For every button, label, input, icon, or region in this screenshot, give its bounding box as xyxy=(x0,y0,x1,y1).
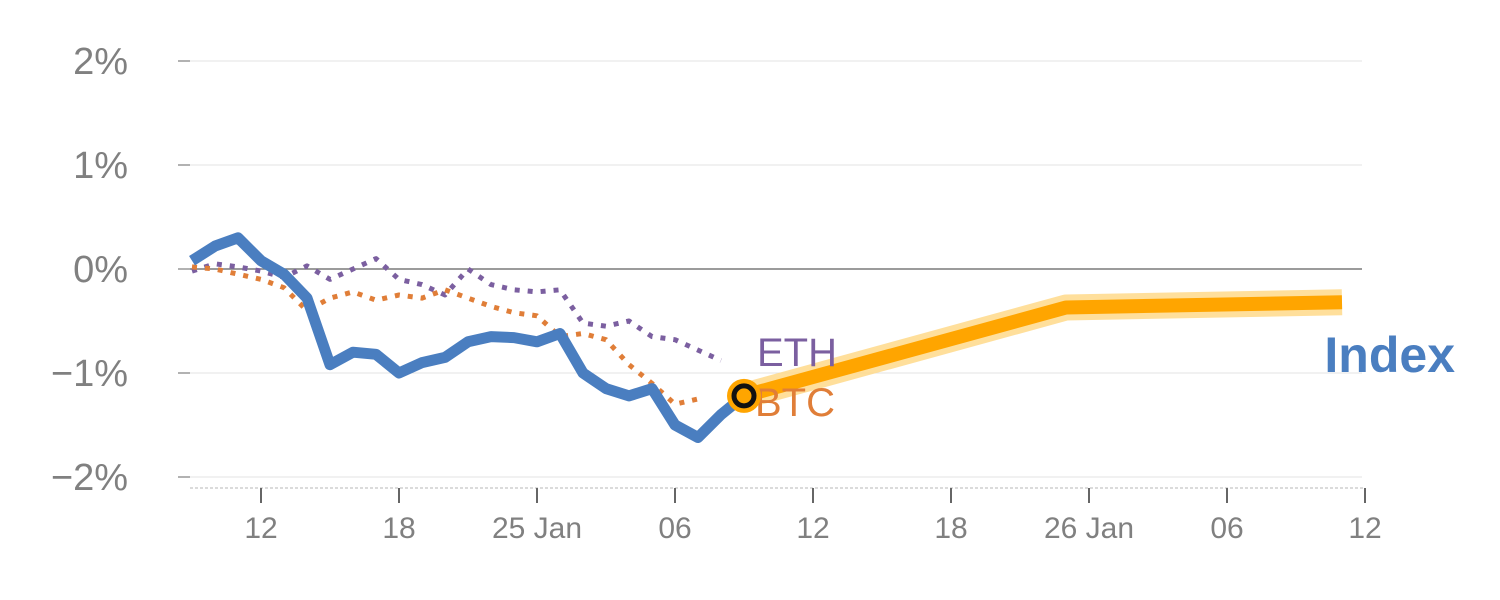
eth-series-label: ETH xyxy=(757,331,837,375)
btc-line xyxy=(191,264,699,407)
x-tick-label: 06 xyxy=(1210,512,1243,545)
y-tick-label: −1% xyxy=(51,353,128,395)
x-tick-label: 12 xyxy=(796,512,829,545)
index-line xyxy=(189,232,748,443)
x-tick-label: 12 xyxy=(1348,512,1381,545)
y-tick-label: 2% xyxy=(73,41,128,83)
y-tick-label: −2% xyxy=(51,457,128,499)
x-tick-label: 18 xyxy=(934,512,967,545)
btc-series-label: BTC xyxy=(755,381,835,425)
current-point-marker xyxy=(727,378,761,413)
x-tick-label: 25 Jan xyxy=(492,512,582,545)
index-series-label: Index xyxy=(1324,327,1455,383)
y-tick-label: 0% xyxy=(73,249,128,291)
x-axis: 12 18 25 Jan 06 12 18 26 Jan 06 12 xyxy=(190,487,1382,545)
x-tick-label: 26 Jan xyxy=(1044,512,1134,545)
marker-inner-ring xyxy=(731,383,757,409)
series-lines xyxy=(189,232,1343,443)
x-tick-label: 12 xyxy=(244,512,277,545)
y-axis-ticks: 2% 1% 0% −1% −2% xyxy=(51,41,190,499)
x-tick-label: 18 xyxy=(382,512,415,545)
x-tick-label: 06 xyxy=(658,512,691,545)
index-forecast-line xyxy=(742,295,1343,403)
y-tick-label: 1% xyxy=(73,145,128,187)
